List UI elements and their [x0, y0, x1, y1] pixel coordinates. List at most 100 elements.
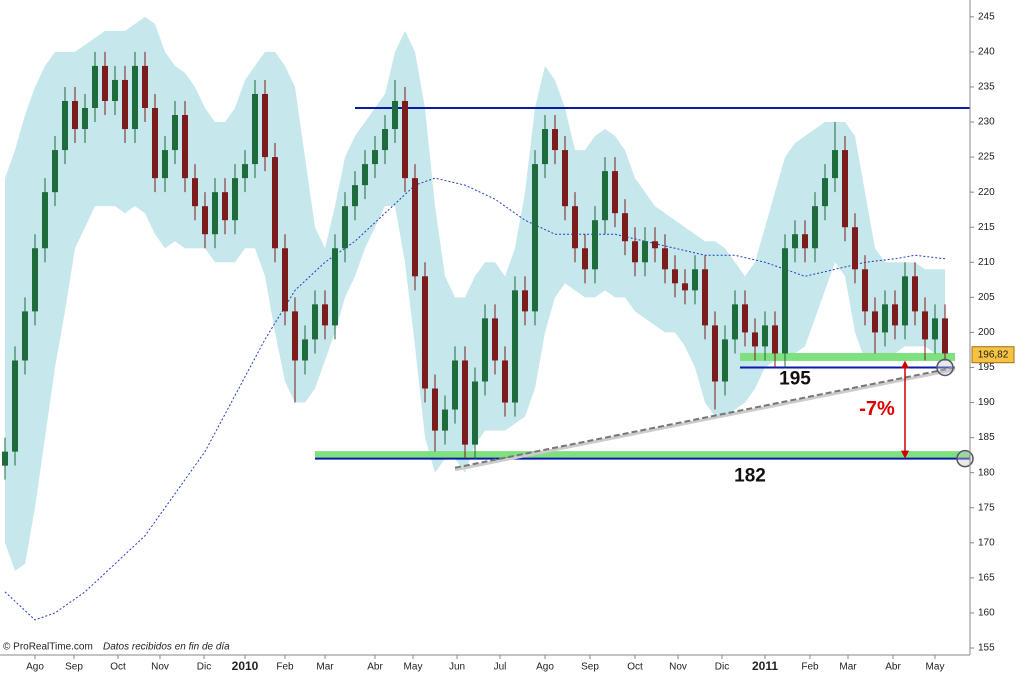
candle-body: [112, 79, 118, 101]
y-tick-label: 230: [978, 117, 995, 128]
candle-body: [172, 115, 178, 151]
candle-body: [642, 241, 648, 263]
candle-body: [12, 360, 18, 452]
last-price-label: 196,82: [978, 349, 1009, 360]
candle-body: [722, 339, 728, 382]
candle-body: [182, 115, 188, 179]
x-tick-label: Jun: [449, 662, 465, 673]
candle-body: [922, 311, 928, 340]
candle-body: [902, 276, 908, 326]
x-tick-label: Oct: [110, 662, 126, 673]
trendline-shadow: [454, 368, 956, 472]
x-tick-label: May: [926, 662, 945, 673]
candle-body: [262, 93, 268, 158]
candle-body: [862, 269, 868, 312]
candle-body: [522, 290, 528, 312]
candle-body: [392, 100, 398, 130]
candle-body: [852, 227, 858, 270]
candle-body: [152, 107, 158, 179]
candle-body: [872, 311, 878, 333]
candle-body: [342, 206, 348, 249]
candle-body: [382, 129, 388, 151]
candle-body: [372, 150, 378, 165]
candle-body: [942, 318, 948, 354]
candle-body: [482, 318, 488, 382]
y-tick-label: 175: [978, 502, 995, 513]
band-area: [5, 16, 945, 571]
y-tick-label: 205: [978, 292, 995, 303]
y-tick-label: 235: [978, 82, 995, 93]
candle-body: [452, 360, 458, 410]
y-tick-label: 210: [978, 257, 995, 268]
candle-body: [412, 178, 418, 277]
candle-body: [212, 192, 218, 235]
x-tick-label: Ago: [536, 662, 554, 673]
level-label: 182: [734, 466, 766, 487]
last-price-box: [971, 346, 1015, 364]
candle-body: [402, 100, 408, 179]
level-label: 195: [779, 368, 811, 389]
moving-average: [4, 177, 946, 621]
arrow-head: [901, 450, 909, 459]
candle-body: [662, 248, 668, 270]
candle-body: [632, 241, 638, 263]
candle-body: [782, 248, 788, 354]
x-tick-label: Nov: [669, 662, 687, 673]
candle-body: [422, 276, 428, 389]
candle-body: [832, 150, 838, 179]
marker-circle: [956, 449, 974, 468]
x-tick-label: Abr: [367, 662, 383, 673]
candle-body: [202, 206, 208, 235]
candle-body: [192, 178, 198, 207]
x-tick-label: Mar: [839, 662, 857, 673]
candle-body: [912, 276, 918, 312]
candle-body: [42, 192, 48, 249]
y-tick-label: 215: [978, 222, 995, 233]
y-tick-label: 225: [978, 152, 995, 163]
candle-body: [822, 178, 828, 207]
candle-body: [132, 65, 138, 130]
candle-body: [352, 185, 358, 207]
candle-body: [292, 311, 298, 361]
y-tick-label: 240: [978, 47, 995, 58]
candle-body: [842, 150, 848, 228]
candle-body: [742, 304, 748, 333]
candle-body: [32, 248, 38, 312]
x-tick-label: 2010: [232, 659, 259, 673]
y-tick-label: 165: [978, 572, 995, 583]
candle-body: [932, 318, 938, 340]
candle-body: [592, 220, 598, 270]
candle-body: [752, 332, 758, 347]
marker-circle: [936, 358, 954, 377]
x-tick-label: Sep: [581, 662, 599, 673]
y-tick-label: 190: [978, 397, 995, 408]
y-tick-label: 220: [978, 187, 995, 198]
candle-body: [72, 100, 78, 130]
y-tick-label: 180: [978, 467, 995, 478]
x-tick-label: Jul: [494, 662, 507, 673]
candle-body: [302, 339, 308, 361]
candle-body: [812, 206, 818, 249]
candle-body: [462, 360, 468, 445]
trendline: [454, 366, 956, 469]
y-tick-label: 155: [978, 643, 995, 654]
candle-body: [82, 107, 88, 130]
x-tick-label: Ago: [26, 662, 44, 673]
candle-body: [772, 325, 778, 354]
candle-body: [792, 234, 798, 249]
candle-body: [532, 164, 538, 312]
candle-body: [622, 213, 628, 242]
candle-body: [892, 304, 898, 326]
candle-body: [62, 100, 68, 151]
candle-body: [2, 451, 8, 466]
candle-body: [652, 241, 658, 249]
candle-body: [572, 206, 578, 249]
candle-body: [612, 171, 618, 214]
x-tick-label: 2011: [752, 659, 778, 673]
candle-body: [442, 409, 448, 431]
candle-body: [222, 192, 228, 221]
candle-body: [52, 150, 58, 193]
candle-body: [332, 248, 338, 326]
candle-body: [882, 304, 888, 333]
